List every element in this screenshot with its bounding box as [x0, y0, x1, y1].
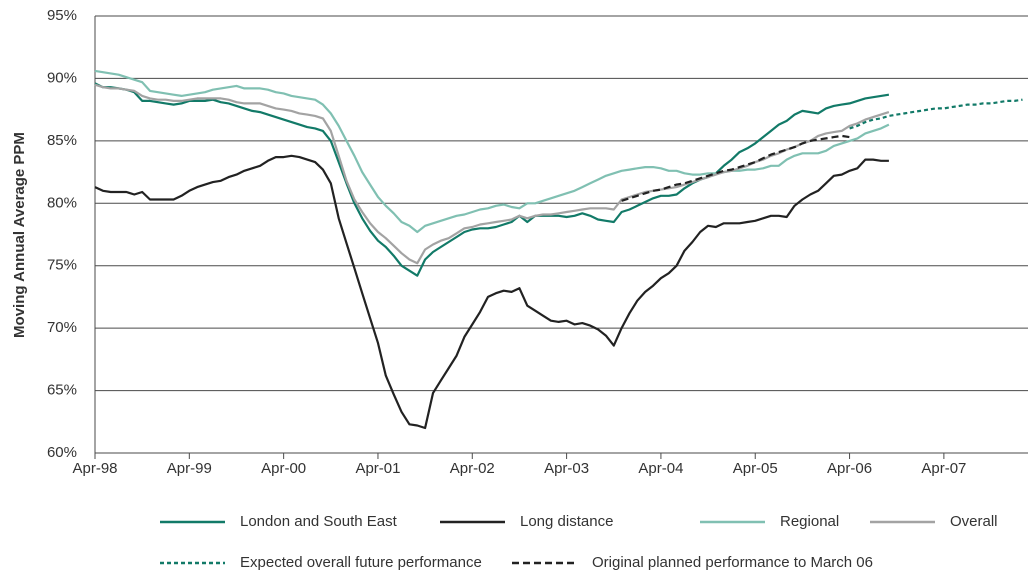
- legend-label: Overall: [950, 513, 998, 530]
- y-tick-label: 90%: [47, 69, 77, 86]
- series-line: [849, 98, 1023, 130]
- series-line: [94, 82, 890, 277]
- x-tick-label: Apr-04: [638, 460, 683, 477]
- x-tick-label: Apr-07: [921, 460, 966, 477]
- x-tick-label: Apr-02: [450, 460, 495, 477]
- y-tick-label: 65%: [47, 382, 77, 399]
- series-line: [94, 83, 890, 265]
- y-tick-label: 70%: [47, 319, 77, 336]
- x-tick-label: Apr-99: [167, 460, 212, 477]
- y-axis-label: Moving Annual Average PPM: [11, 132, 28, 338]
- legend-label: Long distance: [520, 513, 613, 530]
- y-tick-label: 60%: [47, 444, 77, 461]
- legend-label: London and South East: [240, 513, 398, 530]
- series-line: [621, 134, 850, 202]
- x-tick-label: Apr-06: [827, 460, 872, 477]
- series-line: [94, 69, 890, 234]
- x-tick-label: Apr-00: [261, 460, 306, 477]
- series-line: [94, 154, 889, 430]
- legend-label: Regional: [780, 513, 839, 530]
- y-tick-label: 95%: [47, 7, 77, 24]
- x-tick-label: Apr-98: [72, 460, 117, 477]
- y-tick-label: 75%: [47, 257, 77, 274]
- x-tick-label: Apr-05: [733, 460, 778, 477]
- y-tick-label: 80%: [47, 194, 77, 211]
- x-tick-label: Apr-03: [544, 460, 589, 477]
- y-tick-label: 85%: [47, 132, 77, 149]
- legend-label: Original planned performance to March 06: [592, 554, 873, 571]
- x-tick-label: Apr-01: [355, 460, 400, 477]
- legend-label: Expected overall future performance: [240, 554, 482, 571]
